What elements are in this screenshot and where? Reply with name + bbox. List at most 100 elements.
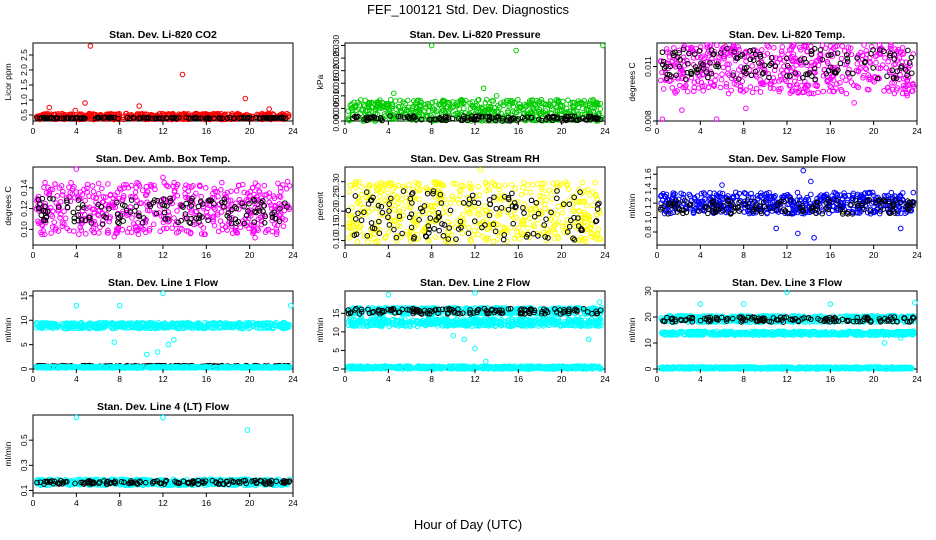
y-tick-label: 2.5 [19,49,29,61]
x-tick-label: 4 [74,126,79,136]
data-point [515,96,521,103]
data-point [193,115,200,122]
data-point [52,181,58,187]
y-tick-label: 1.4 [643,182,653,194]
data-point [421,108,428,114]
data-point [227,114,233,121]
data-point [74,115,80,121]
data-point [532,102,539,108]
data-point [421,116,428,122]
data-point [511,99,518,106]
data-point [145,115,152,121]
data-point [839,43,846,49]
data-point [509,181,515,188]
data-point [899,44,906,51]
y-tick-label: 0.008 [643,110,653,132]
data-point [354,239,361,245]
data-point [352,103,359,110]
y-axis-label: degrees C [3,186,13,225]
data-point [174,208,180,214]
data-point [106,218,113,225]
data-point [70,209,77,216]
data-point [476,206,482,213]
data-point [505,206,512,213]
x-tick-label: 0 [655,126,660,136]
data-point [358,217,365,224]
data-point [270,114,276,121]
y-tick-label: 1.5 [19,79,29,91]
x-tick-label: 20 [557,126,567,136]
data-point [543,197,550,204]
x-tick-label: 20 [557,250,567,260]
data-point [115,219,121,225]
data-point [95,180,102,187]
data-point [244,115,251,121]
data-point [587,192,593,198]
data-point [884,73,890,80]
data-point [278,114,285,121]
outlier-point [679,107,685,113]
data-point [548,98,554,104]
data-point [185,188,191,194]
data-point [820,88,827,95]
data-point [528,197,535,204]
outlier-point [46,104,53,111]
data-point [468,238,475,244]
data-point [471,104,478,111]
data-point [55,228,62,234]
data-point [143,115,149,121]
data-point [429,99,436,106]
data-point [466,224,472,231]
data-point [530,230,537,237]
x-tick-label: 16 [202,250,212,260]
chart-title: Stan. Dev. Sample Flow [728,153,846,165]
data-point [171,114,177,121]
data-point [483,96,490,103]
data-point [390,116,397,122]
data-point [469,192,476,199]
data-point [218,186,224,193]
data-point [82,115,88,122]
data-point [595,226,602,232]
outlier-point [800,167,807,174]
data-point [548,215,555,222]
data-point [837,60,844,67]
data-point [283,185,290,192]
data-point [684,88,691,95]
data-point [523,103,529,109]
data-point [219,115,225,122]
chart-panel-4: Stan. Dev. Amb. Box Temp.0 4 8 12 16 20 240.10… [3,153,298,260]
data-point [486,186,493,193]
outlier-point [87,43,94,49]
outlier-point [72,107,79,114]
y-tick-label: 0.12 [19,200,29,217]
data-point [873,59,879,66]
y-tick-label: 0.8 [643,226,653,238]
x-tick-label: 8 [429,250,434,260]
data-point [345,207,352,214]
data-point [527,215,533,222]
data-point [132,189,139,196]
data-point [725,65,731,72]
data-point [149,115,155,122]
data-point [905,47,911,54]
data-point [406,182,412,188]
data-point [579,179,586,186]
x-tick-label: 4 [386,250,391,260]
data-point [757,89,764,95]
data-point [140,114,146,121]
data-point [520,179,527,186]
data-point [575,98,582,104]
data-point [554,212,561,218]
data-point [719,71,725,78]
data-point [416,196,423,203]
chart-title: Stan. Dev. Li-820 CO2 [109,29,217,41]
data-point [105,181,111,187]
data-point [490,238,497,245]
x-tick-label: 0 [655,250,660,260]
x-tick-label: 12 [158,126,168,136]
data-point [518,191,525,198]
